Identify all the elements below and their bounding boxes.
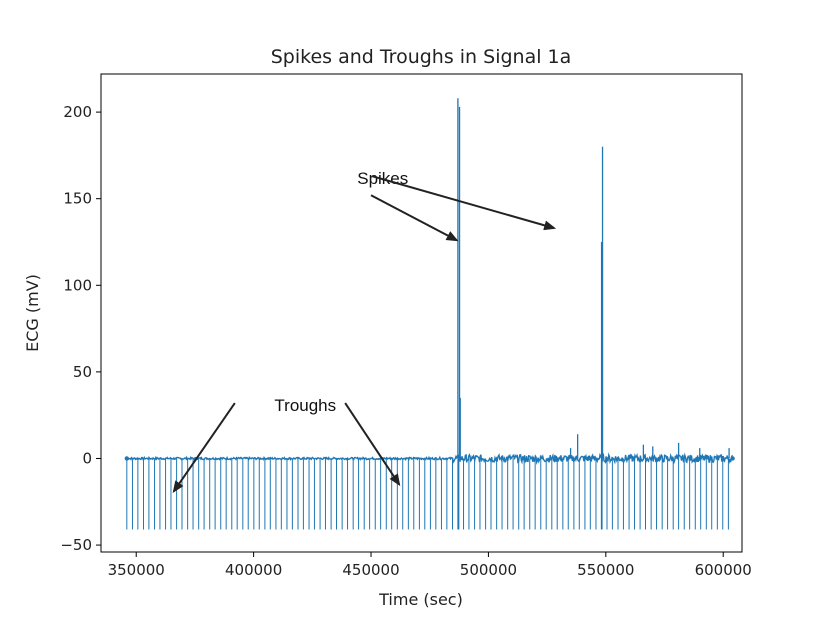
annotation-arrow: [172, 402, 236, 494]
x-tick-label: 350000: [108, 561, 165, 579]
x-axis: 350000 400000 450000 500000 550000 600000: [108, 552, 752, 579]
y-axis-label: ECG (mV): [23, 274, 42, 352]
x-tick-label: 550000: [577, 561, 634, 579]
x-tick-label: 500000: [460, 561, 517, 579]
y-tick-label: 200: [63, 103, 92, 121]
annotation-arrow: [370, 194, 459, 242]
x-tick-label: 450000: [342, 561, 399, 579]
axes-frame: [100, 73, 743, 553]
y-tick-label: 100: [63, 276, 92, 294]
y-tick-label: 0: [82, 449, 92, 467]
x-tick-label: 600000: [695, 561, 752, 579]
x-tick-label: 400000: [225, 561, 282, 579]
x-axis-label: Time (sec): [378, 590, 463, 609]
annotation-arrow: [344, 402, 401, 487]
series-endpoint: [730, 456, 735, 461]
y-tick-label: 150: [63, 190, 92, 208]
y-axis: −50 0 50 100 150 200: [60, 103, 101, 554]
y-tick-label: 50: [73, 363, 92, 381]
annotation-arrow: [371, 175, 557, 231]
annotation-label: Troughs: [274, 396, 336, 415]
plot-area: [124, 98, 735, 530]
series-endpoint: [124, 456, 130, 461]
signal-baseline: [126, 452, 734, 465]
y-tick-label: −50: [60, 536, 92, 554]
chart-title: Spikes and Troughs in Signal 1a: [271, 46, 572, 68]
